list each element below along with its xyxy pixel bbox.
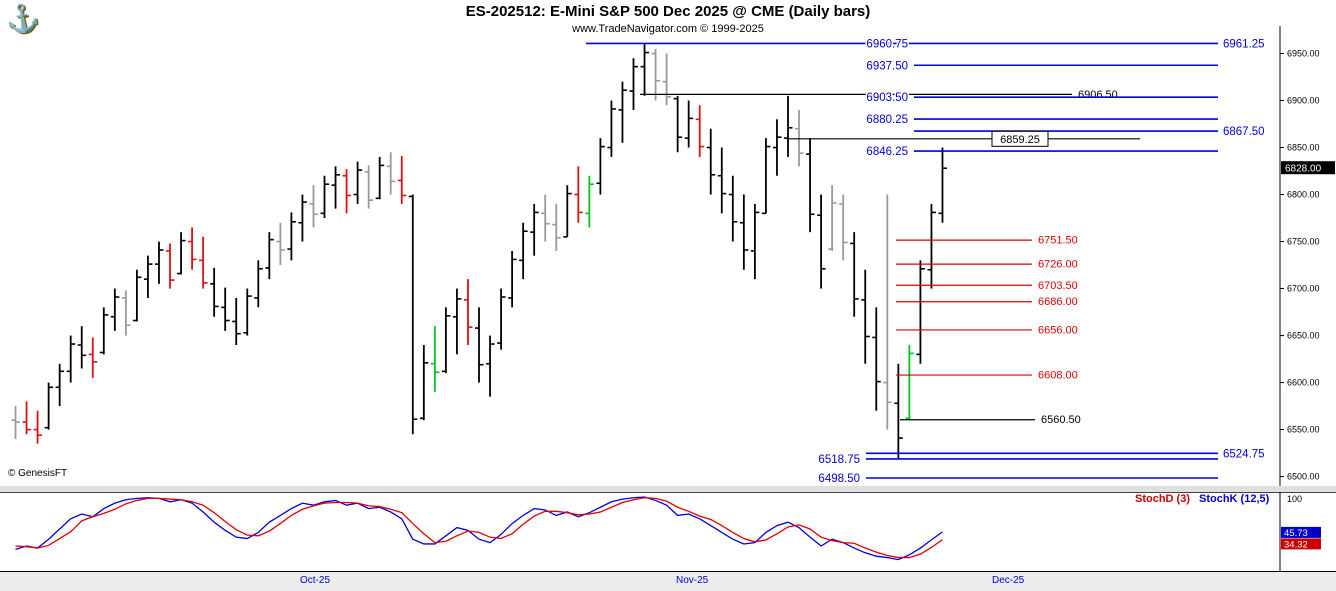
level-label: 6859.25	[1000, 134, 1040, 146]
level-label: 6518.75	[818, 454, 860, 466]
chart-subtitle: www.TradeNavigator.com © 1999-2025	[572, 23, 764, 35]
price-axis: 6950.00 6900.00 6850.00 6800.00 6750.00 6700.…	[1279, 26, 1320, 486]
level-label: 6880.25	[866, 114, 908, 126]
price-levels: 6960.75 6961.25 6937.50 6906.50 6903.50 6880.…	[586, 37, 1265, 486]
level-label: 6498.50	[818, 473, 860, 485]
panel-divider[interactable]	[0, 486, 1336, 492]
last-price-badge: 6828.00	[1281, 161, 1335, 175]
stochd-line	[15, 497, 943, 559]
level-label: 6903.50	[866, 92, 908, 104]
level-label: 6960.75	[866, 38, 908, 50]
stochd-value-badge	[1281, 538, 1321, 550]
price-tick-label: 6600.00	[1287, 378, 1320, 388]
stoch-scale-label: 100	[1287, 494, 1302, 504]
copyright-watermark: © GenesisFT	[8, 468, 68, 479]
price-tick-label: 6650.00	[1287, 331, 1320, 341]
price-tick-label: 6700.00	[1287, 284, 1320, 294]
month-label: Dec-25	[992, 575, 1025, 586]
price-tick-label: 6550.00	[1287, 425, 1320, 435]
level-label: 6726.00	[1038, 259, 1078, 271]
price-chart[interactable]: 6950.00 6900.00 6850.00 6800.00 6750.00 6700.…	[0, 0, 1336, 486]
price-tick-label: 6500.00	[1287, 472, 1320, 482]
level-label-box	[991, 130, 1049, 147]
level-right-label: 6524.75	[1223, 448, 1265, 460]
level-right-label: 6867.50	[1223, 126, 1265, 138]
level-label: 6608.00	[1038, 370, 1078, 382]
stochk-value-badge	[1281, 526, 1321, 538]
level-label: 6906.50	[1078, 89, 1118, 101]
level-label: 6751.50	[1038, 235, 1078, 247]
level-label: 6656.00	[1038, 324, 1078, 336]
stochd-indicator-label[interactable]: StochD (3)	[1133, 493, 1192, 505]
time-axis: Oct-25 Nov-25 Dec-25	[0, 572, 1336, 591]
month-label: Nov-25	[676, 575, 709, 586]
price-tick-label: 6900.00	[1287, 96, 1320, 106]
level-label: 6703.50	[1038, 280, 1078, 292]
price-tick-label: 6800.00	[1287, 190, 1320, 200]
month-label: Oct-25	[300, 575, 331, 586]
stochk-indicator-label[interactable]: StochK (12,5)	[1197, 493, 1272, 505]
level-label: 6686.00	[1038, 296, 1078, 308]
svg-text:45.73: 45.73	[1284, 528, 1308, 539]
price-tick-label: 6750.00	[1287, 237, 1320, 247]
stochk-line	[15, 496, 943, 561]
level-right-label: 6961.25	[1223, 38, 1265, 50]
level-label: 6560.50	[1041, 414, 1081, 426]
svg-text:6828.00: 6828.00	[1285, 164, 1322, 175]
chart-title: ES-202512: E-Mini S&P 500 Dec 2025 @ CME…	[465, 3, 871, 20]
level-label: 6846.25	[866, 146, 908, 158]
svg-text:34.32: 34.32	[1284, 539, 1308, 550]
level-label: 6937.50	[866, 60, 908, 72]
price-tick-label: 6850.00	[1287, 143, 1320, 153]
price-bars	[11, 44, 947, 460]
price-tick-label: 6950.00	[1287, 49, 1320, 59]
